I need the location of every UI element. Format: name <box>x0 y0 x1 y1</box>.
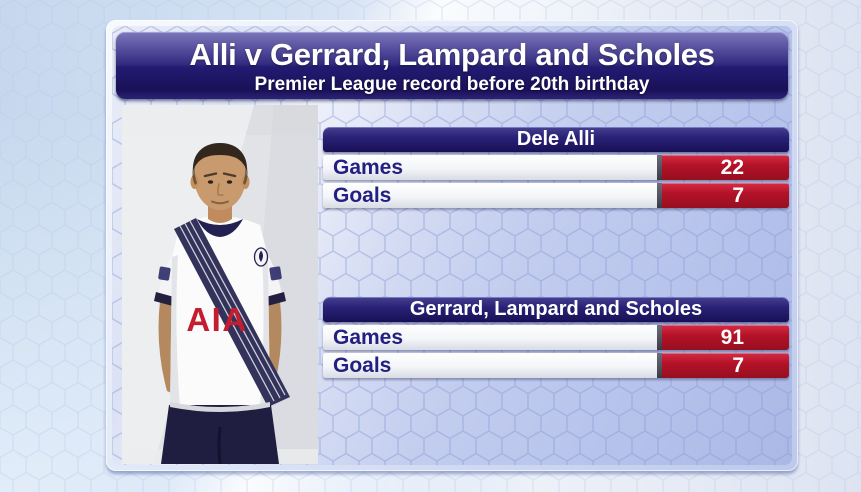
shirt-sash <box>174 218 290 407</box>
club-badge-icon <box>253 247 269 267</box>
row-label: Games <box>323 155 657 180</box>
table-header: Dele Alli <box>323 127 789 152</box>
row-value: 7 <box>662 353 789 378</box>
table-row-games: Games 91 <box>323 325 789 350</box>
shirt-sponsor-text: AIA <box>186 301 247 338</box>
table-header: Gerrard, Lampard and Scholes <box>323 297 789 322</box>
player-figure: AIA <box>154 143 290 464</box>
player-illustration: AIA <box>122 105 318 464</box>
table-row-goals: Goals 7 <box>323 353 789 378</box>
title-banner: Alli v Gerrard, Lampard and Scholes Prem… <box>116 32 788 99</box>
graphic-subtitle: Premier League record before 20th birthd… <box>254 74 650 95</box>
table-row-games: Games 22 <box>323 155 789 180</box>
graphic-title: Alli v Gerrard, Lampard and Scholes <box>189 37 715 72</box>
stat-table-gerrard-lampard-scholes: Gerrard, Lampard and Scholes Games 91 Go… <box>323 297 789 381</box>
shirt-collar <box>197 219 243 237</box>
cell-divider <box>657 353 662 378</box>
row-label: Games <box>323 325 657 350</box>
player-head <box>190 143 250 210</box>
player-shorts <box>161 405 279 464</box>
row-label: Goals <box>323 353 657 378</box>
stat-table-dele-alli: Dele Alli Games 22 Goals 7 <box>323 127 789 211</box>
main-panel: Alli v Gerrard, Lampard and Scholes Prem… <box>106 20 798 471</box>
row-value: 91 <box>662 325 789 350</box>
cell-divider <box>657 183 662 208</box>
row-value: 7 <box>662 183 789 208</box>
premier-league-patch-icon <box>158 266 171 281</box>
player-hair <box>192 143 248 171</box>
cell-divider <box>657 325 662 350</box>
premier-league-patch-icon <box>269 266 282 281</box>
player-photo: AIA <box>122 105 318 464</box>
table-row-goals: Goals 7 <box>323 183 789 208</box>
row-value: 22 <box>662 155 789 180</box>
cell-divider <box>657 155 662 180</box>
row-label: Goals <box>323 183 657 208</box>
